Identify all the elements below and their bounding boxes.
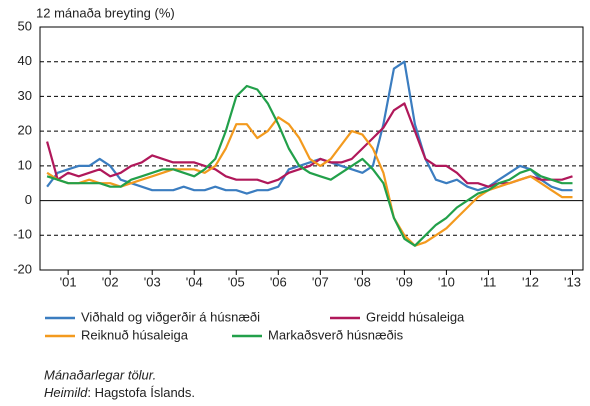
series-line [46,102,573,188]
x-tick-label: '07 [312,274,329,289]
legend-label: Markaðsverð húsnæðis [268,327,404,342]
plot-frame [39,26,584,271]
x-tick-label: '12 [522,274,539,289]
y-tick-label: 50 [18,18,32,33]
y-tick-label: 20 [18,123,32,138]
x-tick-label: '01 [60,274,77,289]
y-tick-label: 10 [18,157,32,172]
x-tick-label: '05 [228,274,245,289]
legend-label: Greidd húsaleiga [366,309,465,324]
legend-label: Reiknuð húsaleiga [81,327,189,342]
x-tick-label: '11 [480,274,496,289]
series-line [46,116,573,247]
source-label: Heimild [44,385,88,400]
x-tick-label: '09 [396,274,413,289]
note: Mánaðarlegar tölur. [44,367,156,382]
y-tick-label: 0 [25,192,32,207]
x-tick-label: '06 [270,274,287,289]
x-tick-label: '08 [354,274,371,289]
source: Heimild: Hagstofa Íslands. [44,385,195,400]
source-text: : Hagstofa Íslands. [87,385,195,400]
x-tick-label: '02 [102,274,119,289]
y-tick-label: -20 [13,261,32,276]
y-tick-label: -10 [13,227,32,242]
x-tick-label: '13 [564,274,581,289]
legend-label: Viðhald og viðgerðir á húsnæði [81,309,260,324]
x-tick-label: '10 [438,274,455,289]
x-tick-label: '04 [186,274,203,289]
y-tick-label: 30 [18,88,32,103]
series-line [46,84,573,247]
y-tick-label: 40 [18,53,32,68]
chart-title: 12 mánaða breyting (%) [36,5,175,20]
x-tick-label: '03 [144,274,161,289]
series-line [46,60,573,195]
